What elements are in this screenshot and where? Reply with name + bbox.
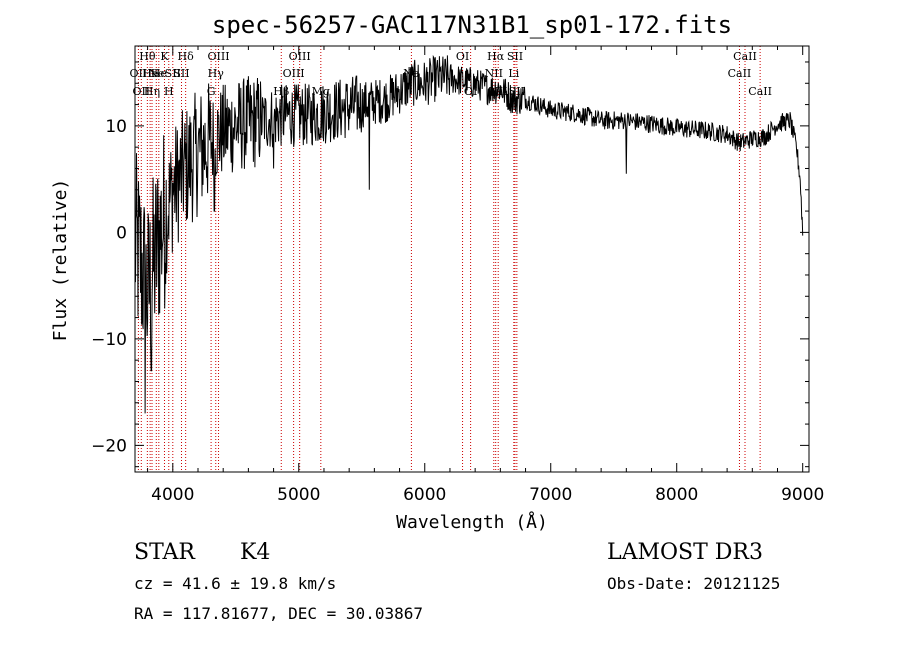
- redshift-value: cz = 41.6 ± 19.8 km/s: [134, 574, 337, 593]
- spectral-line-label: Hθ: [139, 50, 156, 63]
- y-axis-ticks: −20 −10 0 10: [91, 61, 809, 468]
- spectral-line-label: Hδ: [178, 50, 195, 63]
- spectral-line-label: OII: [130, 67, 148, 80]
- spectral-line-label: CaII: [733, 50, 757, 63]
- obs-date: Obs-Date: 20121125: [607, 574, 781, 593]
- x-axis-ticks: 4000 5000 6000 7000 8000 9000: [147, 46, 824, 505]
- spectral-line-label: NII: [485, 67, 503, 80]
- x-axis-label: Wavelength (Å): [396, 511, 548, 533]
- chart-title: spec-56257-GAC117N31B1_sp01-172.fits: [212, 11, 732, 39]
- spectral-line-label: Hα: [487, 50, 505, 63]
- spectral-line-label: SII: [507, 50, 523, 63]
- spectral-line-label: K: [160, 50, 169, 63]
- y-axis-label: Flux (relative): [50, 179, 71, 342]
- spectral-line-label: SII: [165, 67, 181, 80]
- plot-frame: [134, 45, 810, 473]
- x-tick-label: 7000: [529, 485, 572, 505]
- x-tick-label: 9000: [781, 485, 824, 505]
- spectral-line-label: He: [142, 67, 158, 80]
- object-subclass: K4: [240, 540, 271, 565]
- x-tick-label: 6000: [403, 485, 446, 505]
- y-tick-label: 10: [105, 117, 127, 137]
- y-tick-label: 0: [116, 223, 127, 243]
- spectral-line-label: OIII: [283, 67, 305, 80]
- spectral-line-label: Hη: [144, 85, 160, 98]
- spectral-line-label: OIII: [207, 50, 229, 63]
- x-tick-label: 5000: [277, 485, 320, 505]
- x-tick-label: 8000: [655, 485, 698, 505]
- y-tick-label: −10: [91, 330, 127, 350]
- spectral-line-label: Ne: [148, 67, 164, 80]
- survey-name: LAMOST DR3: [607, 540, 763, 565]
- object-class: STAR: [134, 540, 195, 565]
- spectral-line-label: CaII: [748, 85, 772, 98]
- spectral-line-label: OI: [456, 50, 469, 63]
- spectral-line-label: Li: [508, 67, 519, 80]
- spectral-line-label: Mg: [312, 85, 330, 98]
- spectral-line-label: He: [151, 67, 167, 80]
- spectral-line-label: SII: [173, 67, 189, 80]
- spectral-line-label: Hγ: [208, 67, 225, 80]
- spectral-line-label: CaII: [728, 67, 752, 80]
- x-tick-label: 4000: [151, 485, 194, 505]
- spectral-line-label: H: [164, 85, 174, 98]
- spectral-line-label: G: [207, 85, 216, 98]
- y-tick-label: −20: [91, 436, 127, 456]
- spectral-line-label: OII: [132, 85, 150, 98]
- coordinates: RA = 117.81677, DEC = 30.03867: [134, 604, 423, 623]
- spectrum-line: [134, 54, 804, 414]
- spectral-line-label: OIII: [289, 50, 311, 63]
